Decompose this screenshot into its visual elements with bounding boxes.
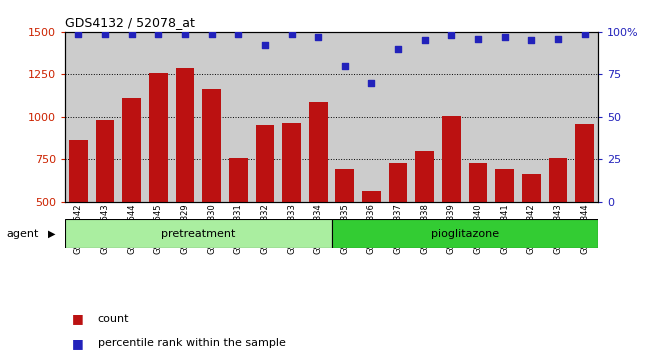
Text: pretreatment: pretreatment (161, 229, 235, 239)
Point (339, 63, 350, 69)
Bar (122, 98, 141, 202)
Bar (522, 174, 541, 202)
Point (179, 31, 190, 36)
Text: agent: agent (6, 229, 39, 239)
Bar (309, 102, 328, 202)
Bar (65, 219, 332, 248)
Text: ▶: ▶ (47, 229, 55, 239)
Bar (495, 169, 514, 202)
Point (259, 42, 270, 48)
Bar (575, 125, 594, 202)
Point (446, 33, 456, 38)
Bar (282, 123, 301, 202)
Bar (415, 151, 434, 202)
Bar (96, 120, 114, 202)
Bar (255, 125, 274, 202)
Bar (362, 191, 381, 202)
Point (126, 31, 137, 36)
Bar (335, 169, 354, 202)
Text: ■: ■ (72, 337, 83, 350)
Text: pioglitazone: pioglitazone (431, 229, 499, 239)
Point (393, 46, 403, 52)
Bar (442, 116, 461, 202)
Point (580, 31, 590, 36)
Bar (469, 163, 488, 202)
Bar (389, 163, 408, 202)
Text: count: count (98, 314, 129, 324)
Point (73, 31, 83, 36)
Bar (176, 68, 194, 202)
Bar (332, 219, 598, 248)
Bar (149, 74, 168, 202)
Point (553, 36, 564, 41)
Point (206, 31, 216, 36)
Text: ■: ■ (72, 312, 83, 325)
Bar (549, 158, 567, 202)
Point (473, 36, 484, 41)
Bar (69, 140, 88, 202)
Point (500, 34, 510, 40)
Point (526, 38, 537, 43)
Point (420, 38, 430, 43)
Point (367, 80, 377, 86)
Text: GDS4132 / 52078_at: GDS4132 / 52078_at (65, 16, 195, 29)
Point (233, 31, 244, 36)
Point (153, 31, 164, 36)
Text: percentile rank within the sample: percentile rank within the sample (98, 338, 285, 348)
Point (287, 31, 297, 36)
Point (313, 34, 324, 40)
Point (100, 31, 110, 36)
Bar (202, 89, 221, 202)
Bar (229, 158, 248, 202)
